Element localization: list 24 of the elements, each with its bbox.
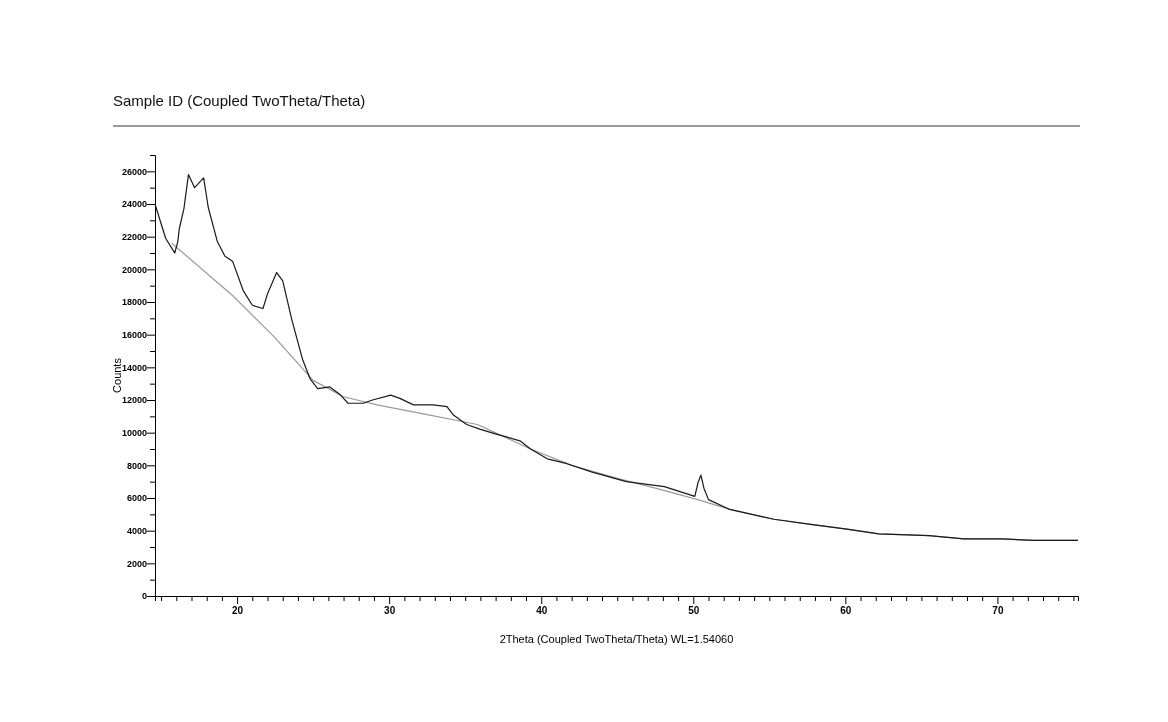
y-tick-label: 24000 bbox=[121, 199, 147, 210]
x-tick-label: 50 bbox=[688, 605, 700, 617]
x-tick-label: 60 bbox=[840, 605, 852, 617]
y-tick-label: 8000 bbox=[126, 460, 147, 471]
chart-title: Sample ID (Coupled TwoTheta/Theta) bbox=[113, 92, 366, 109]
y-tick-label: 2000 bbox=[126, 558, 147, 569]
y-tick-label: 0 bbox=[141, 591, 147, 602]
y-axis-title: Counts bbox=[111, 357, 123, 393]
y-tick-label: 16000 bbox=[121, 330, 147, 341]
x-tick-label: 20 bbox=[232, 605, 244, 617]
y-tick-label: 26000 bbox=[121, 166, 147, 177]
y-tick-label: 14000 bbox=[121, 362, 147, 373]
y-tick-label: 18000 bbox=[121, 297, 147, 308]
x-tick-label: 40 bbox=[536, 605, 548, 617]
y-tick-label: 6000 bbox=[126, 493, 147, 504]
line-series bbox=[154, 174, 1079, 542]
x-axis-title: 2Theta (Coupled TwoTheta/Theta) WL=1.54060 bbox=[499, 633, 734, 645]
y-tick-label: 4000 bbox=[126, 526, 147, 537]
y-tick-label: 10000 bbox=[121, 428, 147, 439]
x-tick-label: 70 bbox=[992, 605, 1004, 617]
x-tick-label: 30 bbox=[384, 605, 396, 617]
y-tick-label: 20000 bbox=[121, 264, 147, 275]
y-tick-label: 12000 bbox=[121, 395, 147, 406]
y-tick-label: 22000 bbox=[121, 232, 147, 243]
